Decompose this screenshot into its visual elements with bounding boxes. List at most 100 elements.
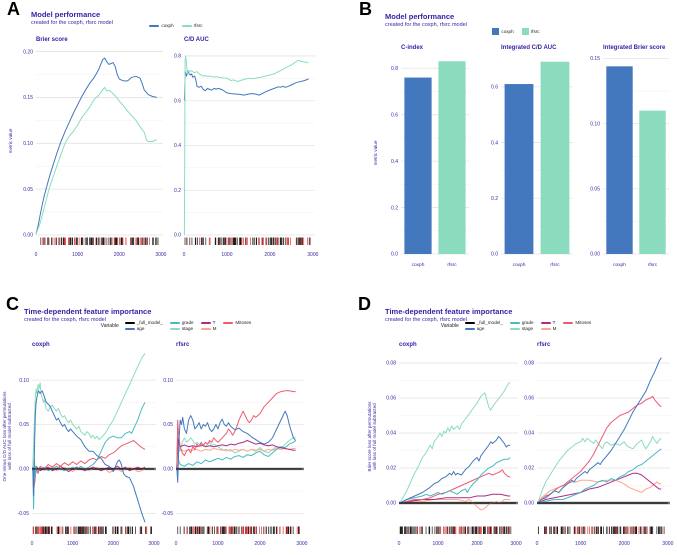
svg-text:0.10: 0.10 <box>23 141 33 147</box>
legend-item-age: age <box>124 326 163 331</box>
legend-swatch-icon <box>540 327 551 330</box>
svg-text:0.4: 0.4 <box>174 143 181 149</box>
legend-swatch-icon <box>169 321 180 324</box>
svg-text:rfsrc: rfsrc <box>648 262 658 268</box>
svg-text:0: 0 <box>536 541 539 547</box>
svg-text:-0.05: -0.05 <box>162 511 174 517</box>
legend-label: coxph <box>161 23 174 28</box>
legend-label: rfsrc <box>193 23 203 28</box>
svg-text:0.15: 0.15 <box>23 95 33 101</box>
legend-item-coxph: coxph <box>149 23 174 28</box>
panel-a-title: Model performance <box>31 10 101 19</box>
svg-text:0.04: 0.04 <box>386 431 396 437</box>
legend-swatch-icon <box>124 327 135 330</box>
legend-item-M: M <box>200 326 217 331</box>
legend-swatch-icon <box>149 24 160 27</box>
panel-d-facet-1-plot: coxph 0.00 0.02 0.04 0.06 0.08 0 1000 2000 3000 Br… <box>367 342 522 547</box>
legend-label: coxph <box>501 29 514 34</box>
panel-b-legend: coxph rfsrc <box>355 28 677 35</box>
svg-text:2000: 2000 <box>114 252 125 258</box>
svg-text:0.06: 0.06 <box>386 396 396 402</box>
svg-text:metric value: metric value <box>8 128 13 153</box>
legend-swatch-icon <box>464 327 475 330</box>
legend-label: _full_model_ <box>136 320 163 325</box>
svg-text:0.6: 0.6 <box>174 98 181 104</box>
panel-b-header: Model performance created for the coxph,… <box>385 12 467 28</box>
svg-text:0: 0 <box>35 252 38 258</box>
svg-text:0.6: 0.6 <box>391 112 398 118</box>
svg-text:0.4: 0.4 <box>491 140 498 146</box>
panel-a-facet-1-plot: Brier score 0.00 0.05 0.10 0.15 0.20 0 1000 2000… <box>8 37 167 258</box>
legend-label: M <box>212 326 217 331</box>
panel-c-title: Time-dependent feature importance <box>24 307 152 316</box>
legend-item-T: T <box>200 320 217 325</box>
svg-text:coxph: coxph <box>399 342 417 348</box>
legend-label: _full_model_ <box>476 320 503 325</box>
svg-text:1000: 1000 <box>575 541 586 547</box>
legend-swatch-icon <box>169 327 180 330</box>
svg-text:0.0: 0.0 <box>491 252 498 258</box>
svg-text:One minus C/D AUC loss after p: One minus C/D AUC loss after permutation… <box>2 391 12 482</box>
panel-b-facet-3-plot: Integrated Brier score 0.00 0.05 0.10 0.15 co… <box>590 45 669 268</box>
svg-text:0.20: 0.20 <box>23 49 33 55</box>
svg-text:0.00: 0.00 <box>19 467 29 473</box>
panel-d-title: Time-dependent feature importance <box>385 307 513 316</box>
svg-text:0.10: 0.10 <box>590 121 600 127</box>
svg-text:2000: 2000 <box>471 541 482 547</box>
panel-c-facet-1-plot: coxph -0.05 0.00 0.05 0.10 0 1000 2000 3000 One m… <box>2 342 160 547</box>
panel-a-legend: coxph rfsrc <box>0 23 352 28</box>
svg-text:C/D AUC: C/D AUC <box>184 37 209 43</box>
panel-a: A Model performance created for the coxp… <box>0 0 352 292</box>
svg-text:0.0: 0.0 <box>174 233 181 239</box>
svg-text:coxph: coxph <box>412 262 425 268</box>
panel-a-subtitle: created for the coxph, rfsrc model <box>31 19 113 26</box>
panel-d-legend: Variable _full_model_ age grade stage T M Mitos… <box>355 320 677 331</box>
svg-text:0.0: 0.0 <box>391 252 398 258</box>
svg-text:1000: 1000 <box>212 541 223 547</box>
panel-d-letter: D <box>358 294 371 314</box>
legend-swatch-icon <box>200 327 211 330</box>
panel-c-facet-2-plot: rfsrc -0.05 0.00 0.05 0.10 0 1000 2000 3000 <box>162 342 308 547</box>
svg-text:0.00: 0.00 <box>386 501 396 507</box>
panel-a-letter: A <box>7 0 20 19</box>
svg-text:0.00: 0.00 <box>163 467 173 473</box>
svg-text:0: 0 <box>183 252 186 258</box>
legend-item-grade: grade <box>169 320 194 325</box>
svg-text:2000: 2000 <box>254 541 265 547</box>
panel-c-subtitle: created for the coxph, rfsrc model <box>24 316 106 323</box>
svg-text:C-index: C-index <box>401 45 424 51</box>
svg-text:3000: 3000 <box>307 252 318 258</box>
svg-text:0.15: 0.15 <box>590 56 600 62</box>
panel-d-subtitle: created for the coxph, rfsrc model <box>385 316 467 323</box>
panel-c-header: Time-dependent feature importance create… <box>24 307 152 323</box>
svg-text:0: 0 <box>31 541 34 547</box>
svg-text:0.02: 0.02 <box>386 466 396 472</box>
legend-label: stage <box>181 326 194 331</box>
svg-text:0.08: 0.08 <box>386 361 396 367</box>
svg-text:0.06: 0.06 <box>524 396 534 402</box>
panel-d-facet-2-plot: rfsrc 0.00 0.02 0.04 0.06 0.08 0 1000 2000 3000 <box>524 342 673 547</box>
svg-text:0.08: 0.08 <box>524 361 534 367</box>
panel-a-header: Model performance created for the coxph,… <box>31 10 113 26</box>
legend-swatch-icon <box>181 24 192 27</box>
svg-text:0.00: 0.00 <box>590 252 600 258</box>
legend-title: Variable <box>100 322 119 329</box>
panel-b-title: Model performance <box>385 12 455 21</box>
legend-swatch-icon <box>124 321 135 324</box>
svg-text:0.2: 0.2 <box>491 196 498 202</box>
legend-item-stage: stage <box>169 326 194 331</box>
legend-swatch-icon <box>200 321 211 324</box>
legend-item-rfsrc: rfsrc <box>521 28 540 35</box>
svg-text:Brier score: Brier score <box>36 37 68 43</box>
svg-text:0.05: 0.05 <box>19 422 29 428</box>
svg-text:0.04: 0.04 <box>524 431 534 437</box>
svg-text:rfsrc: rfsrc <box>537 342 551 348</box>
legend-label: T <box>552 320 556 325</box>
legend-label: M <box>552 326 557 331</box>
panel-b-subtitle: created for the coxph, rfsrc model <box>385 21 467 28</box>
svg-text:coxph: coxph <box>513 262 526 268</box>
svg-text:0.10: 0.10 <box>19 378 29 384</box>
svg-text:0: 0 <box>175 541 178 547</box>
svg-text:0.2: 0.2 <box>174 188 181 194</box>
legend-label: stage <box>521 326 534 331</box>
